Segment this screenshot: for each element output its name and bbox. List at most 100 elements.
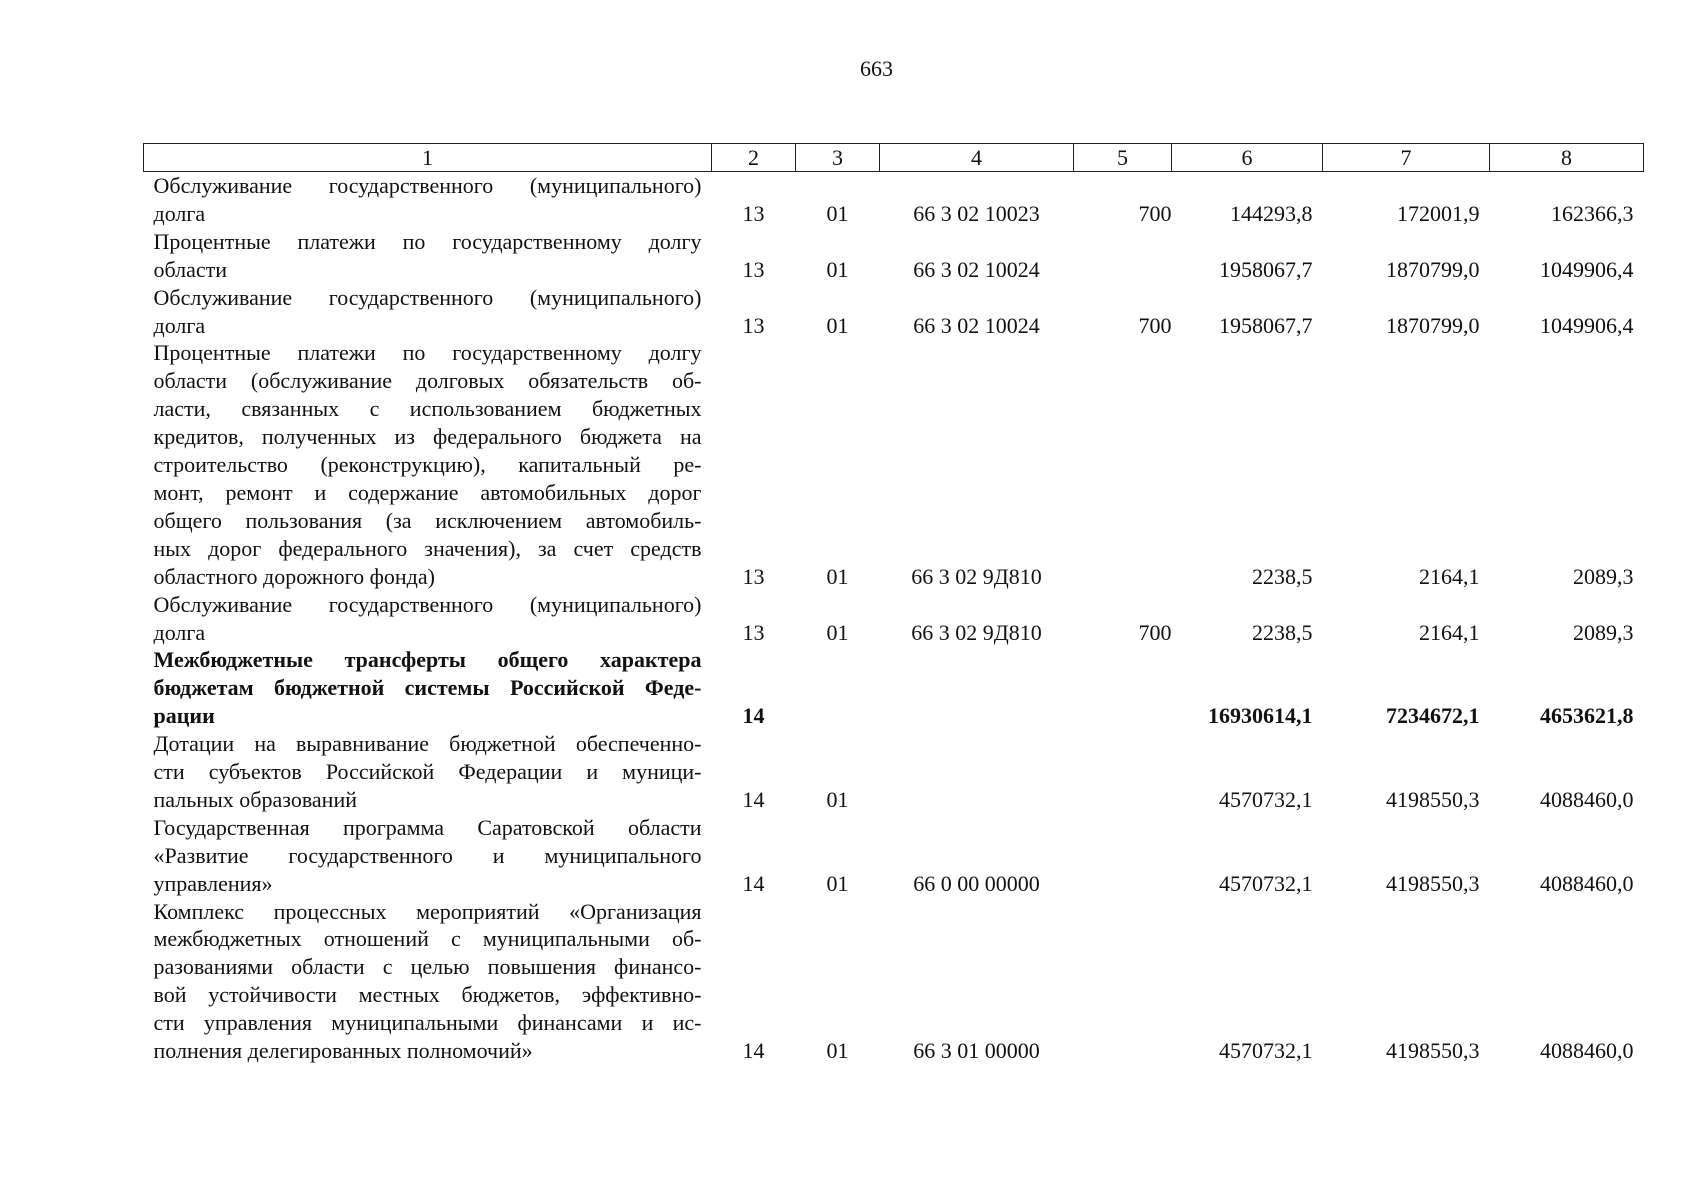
amount-col-6: 2238,5 xyxy=(1252,619,1313,645)
subsection-code: 01 xyxy=(826,563,849,589)
section-code: 14 xyxy=(742,786,765,812)
row-description: Обслуживание государственного (муниципал… xyxy=(144,172,712,228)
amount-col-6: 4570732,1 xyxy=(1219,870,1313,896)
description-line: Государственная программа Саратовской об… xyxy=(153,814,702,840)
table-row: Обслуживание государственного (муниципал… xyxy=(144,172,1644,228)
amount-col-6: 2238,5 xyxy=(1252,563,1313,589)
description-line: области (обслуживание долговых обязатель… xyxy=(153,368,702,394)
target-article-code: 66 0 00 00000 xyxy=(913,870,1040,896)
section-code: 13 xyxy=(742,619,765,645)
row-description: Процентные платежи по государственному д… xyxy=(144,339,712,590)
amount-col-7: 7234672,1 xyxy=(1386,703,1480,729)
section-code: 13 xyxy=(742,563,765,589)
expense-type-code: 700 xyxy=(1138,619,1172,645)
section-code: 14 xyxy=(742,1038,765,1064)
amount-col-7: 1870799,0 xyxy=(1386,312,1480,338)
table-row: Государственная программа Саратовской об… xyxy=(144,814,1644,898)
table-row: Комплекс процессных мероприятий «Организ… xyxy=(144,898,1644,1065)
column-header-6: 6 xyxy=(1171,143,1323,172)
table-row: Межбюджетные трансферты общего характера… xyxy=(144,646,1644,730)
amount-col-8: 2089,3 xyxy=(1573,563,1634,589)
row-description: Межбюджетные трансферты общего характера… xyxy=(144,646,712,730)
table-row: Обслуживание государственного (муниципал… xyxy=(144,284,1644,340)
column-header-4: 4 xyxy=(879,143,1074,172)
subsection-code xyxy=(796,646,880,730)
table-row: Дотации на выравнивание бюджетной обеспе… xyxy=(144,730,1644,814)
subsection-code: 01 xyxy=(826,786,849,812)
row-description: Обслуживание государственного (муниципал… xyxy=(144,284,712,340)
target-article-code: 66 3 02 10024 xyxy=(913,312,1040,338)
expense-type-code xyxy=(1074,898,1172,1065)
row-description: Комплекс процессных мероприятий «Организ… xyxy=(144,898,712,1065)
amount-col-6: 4570732,1 xyxy=(1219,1038,1313,1064)
description-line: управления» xyxy=(153,870,273,896)
description-line: рации xyxy=(153,703,215,729)
table-row: Обслуживание государственного (муниципал… xyxy=(144,591,1644,647)
amount-col-8: 2089,3 xyxy=(1573,619,1634,645)
subsection-code: 01 xyxy=(826,312,849,338)
expense-type-code xyxy=(1074,646,1172,730)
amount-col-7: 1870799,0 xyxy=(1386,256,1480,282)
column-header-8: 8 xyxy=(1489,143,1644,172)
description-line: Процентные платежи по государственному д… xyxy=(153,340,702,366)
row-description: Процентные платежи по государственному д… xyxy=(144,228,712,284)
amount-col-8: 1049906,4 xyxy=(1540,256,1634,282)
expense-type-code xyxy=(1074,339,1172,590)
page-number: 663 xyxy=(860,56,893,81)
amount-col-8: 4088460,0 xyxy=(1540,870,1634,896)
description-line: Обслуживание государственного (муниципал… xyxy=(153,173,702,198)
amount-col-7: 2164,1 xyxy=(1419,619,1480,645)
description-line: общего пользования (за исключением автом… xyxy=(153,507,702,533)
amount-col-8: 1049906,4 xyxy=(1540,312,1634,338)
section-code: 13 xyxy=(742,256,765,282)
section-code: 14 xyxy=(742,703,765,729)
target-article-code: 66 3 02 9Д810 xyxy=(911,563,1042,589)
target-article-code: 66 3 02 9Д810 xyxy=(911,619,1042,645)
description-line: бюджетам бюджетной системы Российской Фе… xyxy=(153,675,702,701)
subsection-code: 01 xyxy=(826,256,849,282)
amount-col-6: 144293,8 xyxy=(1230,200,1313,226)
amount-col-6: 16930614,1 xyxy=(1208,703,1313,729)
description-line: долга xyxy=(153,619,206,645)
expense-type-code: 700 xyxy=(1138,312,1172,338)
description-line: Обслуживание государственного (муниципал… xyxy=(153,284,702,310)
description-line: долга xyxy=(153,200,206,226)
table-row: Процентные платежи по государственному д… xyxy=(144,339,1644,590)
description-line: Комплекс процессных мероприятий «Организ… xyxy=(153,898,702,924)
description-line: долга xyxy=(153,312,206,338)
description-line: Дотации на выравнивание бюджетной обеспе… xyxy=(153,731,702,757)
description-line: монт, ремонт и содержание автомобильных … xyxy=(153,479,702,505)
expense-type-code xyxy=(1074,814,1172,898)
amount-col-8: 4088460,0 xyxy=(1540,1038,1634,1064)
target-article-code: 66 3 02 10024 xyxy=(913,256,1040,282)
table-row: Процентные платежи по государственному д… xyxy=(144,228,1644,284)
description-line: полнения делегированных полномочий» xyxy=(153,1038,533,1064)
amount-col-7: 4198550,3 xyxy=(1386,870,1480,896)
description-line: ных дорог федерального значения), за сче… xyxy=(153,535,702,561)
column-header-7: 7 xyxy=(1322,143,1490,172)
amount-col-8: 162366,3 xyxy=(1551,200,1634,226)
row-description: Государственная программа Саратовской об… xyxy=(144,814,712,898)
description-line: пальных образований xyxy=(153,786,358,812)
amount-col-7: 172001,9 xyxy=(1397,200,1480,226)
description-line: ласти, связанных с использованием бюджет… xyxy=(153,396,702,422)
subsection-code: 01 xyxy=(826,619,849,645)
table-body: Обслуживание государственного (муниципал… xyxy=(144,172,1644,1066)
subsection-code: 01 xyxy=(826,200,849,226)
description-line: Межбюджетные трансферты общего характера xyxy=(153,647,702,673)
amount-col-7: 4198550,3 xyxy=(1386,1038,1480,1064)
row-description: Дотации на выравнивание бюджетной обеспе… xyxy=(144,730,712,814)
section-code: 14 xyxy=(742,870,765,896)
amount-col-6: 4570732,1 xyxy=(1219,786,1313,812)
row-description: Обслуживание государственного (муниципал… xyxy=(144,591,712,647)
subsection-code: 01 xyxy=(826,870,849,896)
description-line: вой устойчивости местных бюджетов, эффек… xyxy=(153,982,702,1008)
expense-type-code xyxy=(1074,730,1172,814)
amount-col-6: 1958067,7 xyxy=(1219,256,1313,282)
description-line: Обслуживание государственного (муниципал… xyxy=(153,591,702,617)
description-line: Процентные платежи по государственному д… xyxy=(153,228,702,254)
subsection-code: 01 xyxy=(826,1038,849,1064)
description-line: разованиями области с целью повышения фи… xyxy=(153,954,702,980)
